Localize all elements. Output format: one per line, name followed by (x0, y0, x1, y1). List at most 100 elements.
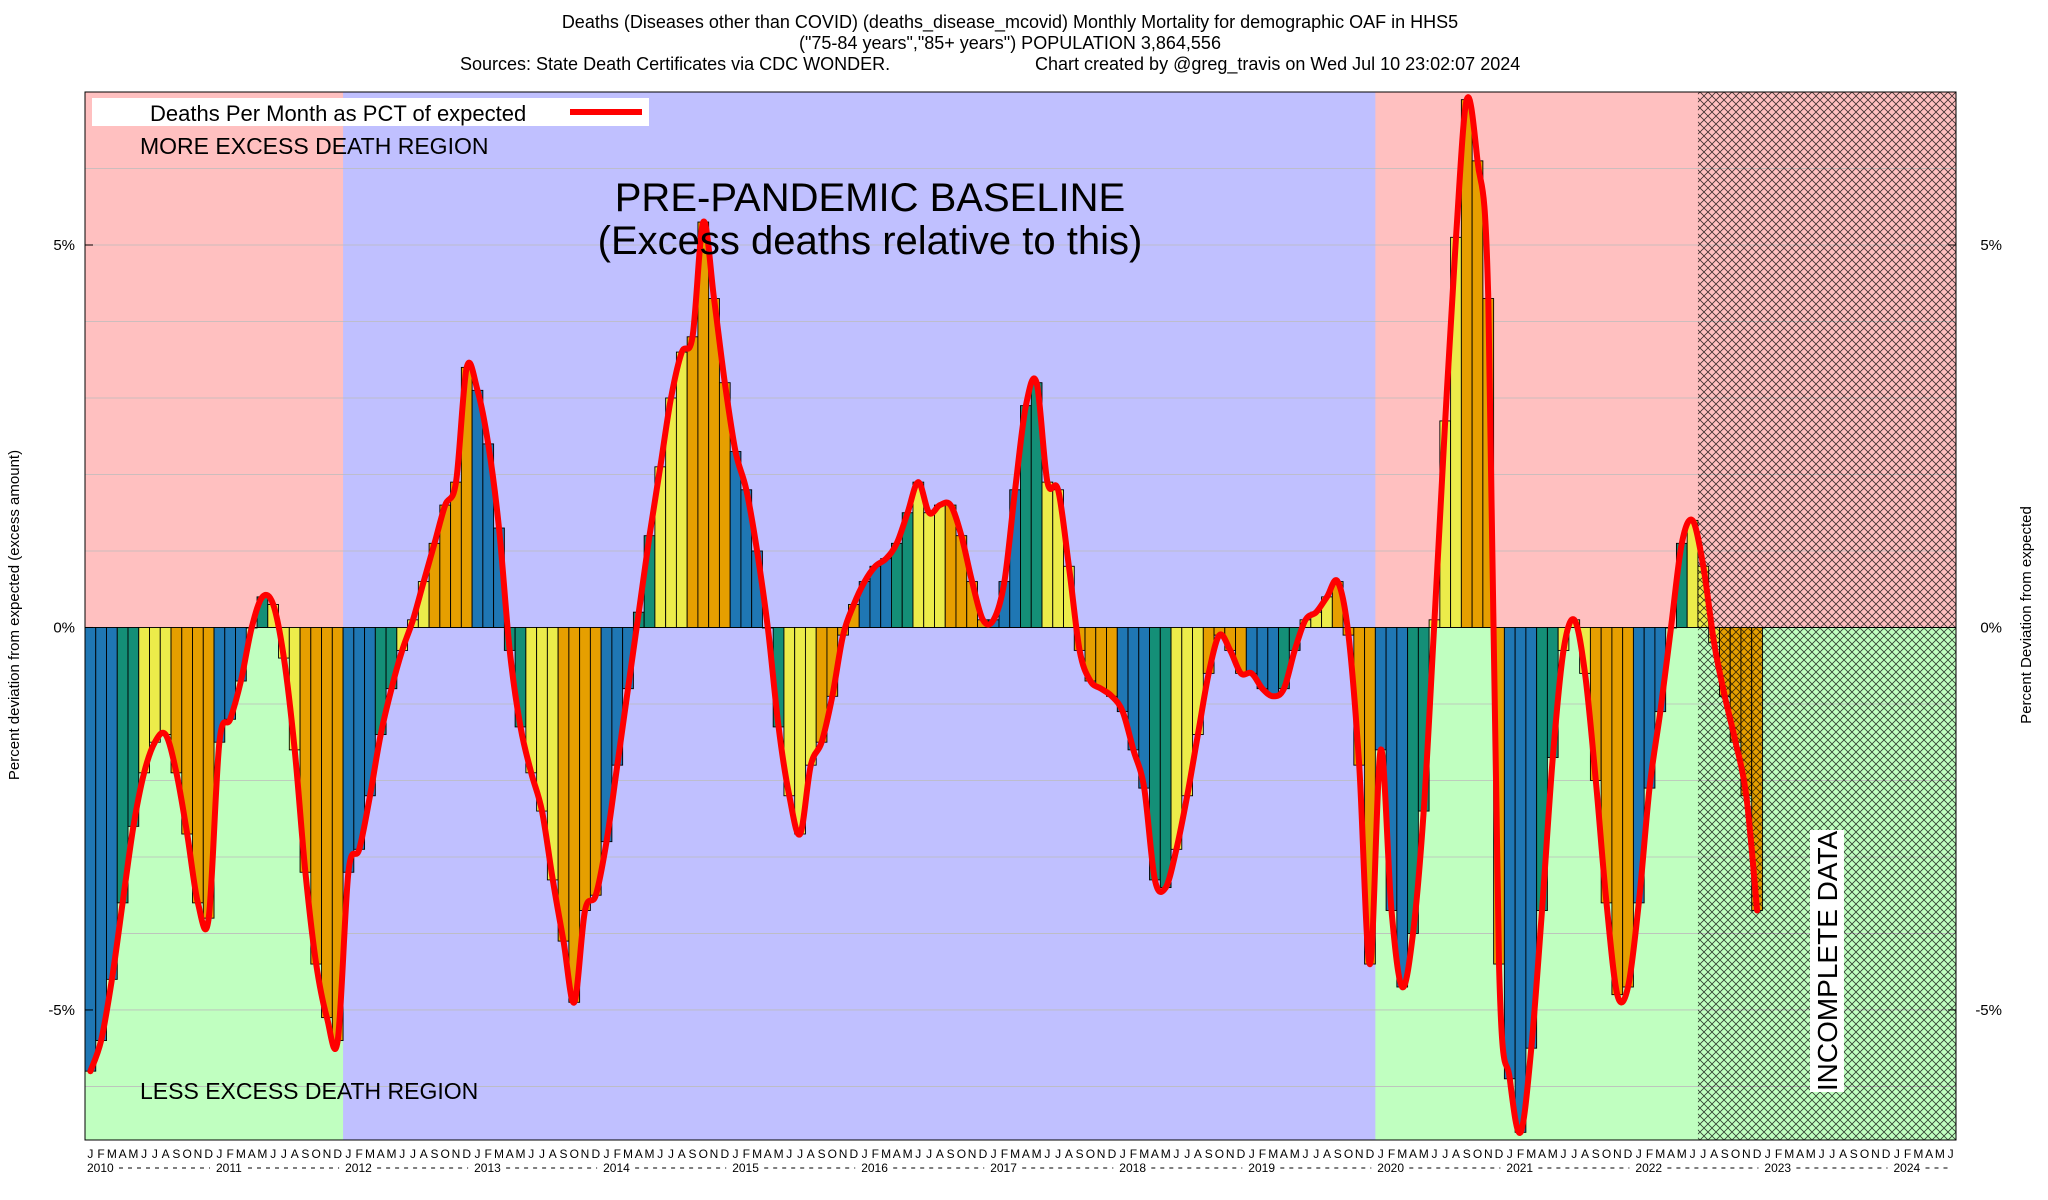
y-axis-label-left: Percent deviation from expected (excess … (6, 450, 23, 780)
x-tick-month: A (1796, 1147, 1804, 1161)
bar (1611, 627, 1624, 996)
x-tick-month: J (786, 1147, 792, 1161)
x-tick-year: 2017 (990, 1161, 1017, 1175)
x-tick-month: O (699, 1147, 708, 1161)
x-tick-month: J (1571, 1147, 1577, 1161)
x-tick-month: N (710, 1147, 719, 1161)
x-tick-month: O (312, 1147, 321, 1161)
y-tick-label-right: 0% (1980, 619, 2002, 636)
y-axis-label-right: Percent Deviation from expected (2018, 506, 2035, 724)
x-tick-month: M (1290, 1147, 1300, 1161)
x-tick-month: N (581, 1147, 590, 1161)
x-tick-month: F (1775, 1147, 1782, 1161)
x-tick-month: A (893, 1147, 901, 1161)
x-tick-month: A (420, 1147, 428, 1161)
bar (342, 627, 355, 873)
x-tick-month: J (1829, 1147, 1835, 1161)
x-tick-month: M (881, 1147, 891, 1161)
x-tick-month: M (1526, 1147, 1536, 1161)
x-tick-month: M (623, 1147, 633, 1161)
more-excess-region-label: MORE EXCESS DEATH REGION (140, 133, 488, 159)
bar (471, 389, 484, 628)
y-axis-ticks: 5% 5% 0% 0% -5% -5% (48, 237, 2002, 1019)
bar (944, 504, 957, 628)
x-tick-month: A (506, 1147, 514, 1161)
bar (675, 351, 688, 628)
x-tick-month: J (915, 1147, 921, 1161)
x-tick-month: N (1226, 1147, 1235, 1161)
x-tick-month: J (410, 1147, 416, 1161)
x-tick-month: S (1592, 1147, 1600, 1161)
bar (1245, 627, 1258, 674)
x-tick-month: J (1561, 1147, 1567, 1161)
x-tick-month: A (807, 1147, 815, 1161)
bar (557, 627, 570, 942)
x-tick-month: D (1882, 1147, 1891, 1161)
x-tick-month: A (1151, 1147, 1159, 1161)
x-tick-month: J (1819, 1147, 1825, 1161)
x-tick-month: S (1463, 1147, 1471, 1161)
bar (1460, 99, 1473, 628)
series-line (87, 94, 1761, 1136)
x-tick-month: A (1280, 1147, 1288, 1161)
x-tick-year: 2012 (345, 1161, 372, 1175)
x-tick-month: J (1507, 1147, 1513, 1161)
x-tick-month: F (97, 1147, 104, 1161)
x-tick-month: D (591, 1147, 600, 1161)
x-tick-month: D (979, 1147, 988, 1161)
x-tick-month: A (248, 1147, 256, 1161)
bar (85, 627, 97, 1072)
x-tick-month: J (1636, 1147, 1642, 1161)
x-tick-month: M (494, 1147, 504, 1161)
bar (1503, 627, 1516, 1080)
x-tick-month: J (1303, 1147, 1309, 1161)
x-tick-month: O (1086, 1147, 1095, 1161)
x-tick-month: O (570, 1147, 579, 1161)
x-tick-month: J (733, 1147, 739, 1161)
x-tick-year: 2018 (1119, 1161, 1146, 1175)
x-tick-month: M (774, 1147, 784, 1161)
x-tick-month: O (441, 1147, 450, 1161)
x-tick-month: A (1581, 1147, 1589, 1161)
x-tick-month: O (183, 1147, 192, 1161)
y-tick-label-left: 5% (53, 237, 75, 254)
incomplete-data-label-box (1809, 830, 1844, 1092)
chart-title-line2: ("75-84 years","85+ years") POPULATION 3… (799, 33, 1221, 53)
x-tick-month: O (1602, 1147, 1611, 1161)
x-tick-month: J (281, 1147, 287, 1161)
x-tick-month: O (1215, 1147, 1224, 1161)
bar (1396, 627, 1409, 988)
x-tick-month: N (323, 1147, 332, 1161)
x-tick-month: M (387, 1147, 397, 1161)
x-tick-month: M (107, 1147, 117, 1161)
x-tick-month: A (162, 1147, 170, 1161)
x-tick-month: J (926, 1147, 932, 1161)
x-tick-month: J (797, 1147, 803, 1161)
chart-sources: Sources: State Death Certificates via CD… (460, 54, 890, 74)
bar (321, 627, 333, 1019)
x-tick-month: O (957, 1147, 966, 1161)
x-tick-year: 2020 (1377, 1161, 1404, 1175)
bar (891, 542, 903, 628)
x-tick-month: M (1913, 1147, 1923, 1161)
x-tick-month: M (257, 1147, 267, 1161)
x-tick-month: A (291, 1147, 299, 1161)
x-tick-month: M (365, 1147, 375, 1161)
x-tick-month: J (1055, 1147, 1061, 1161)
x-tick-month: M (1419, 1147, 1429, 1161)
x-tick-month: S (301, 1147, 309, 1161)
y-tick-label-left: 0% (53, 619, 75, 636)
x-tick-month: F (356, 1147, 363, 1161)
x-tick-month: M (1032, 1147, 1042, 1161)
x-tick-month: J (1120, 1147, 1126, 1161)
x-tick-month: M (1268, 1147, 1278, 1161)
x-tick-month: M (1677, 1147, 1687, 1161)
x-tick-year: 2023 (1764, 1161, 1791, 1175)
x-tick-year: 2014 (603, 1161, 630, 1175)
x-tick-month: D (720, 1147, 729, 1161)
x-tick-month: J (1700, 1147, 1706, 1161)
x-tick-month: J (270, 1147, 276, 1161)
bar (579, 627, 591, 911)
x-tick-month: S (1850, 1147, 1858, 1161)
x-tick-month: D (849, 1147, 858, 1161)
